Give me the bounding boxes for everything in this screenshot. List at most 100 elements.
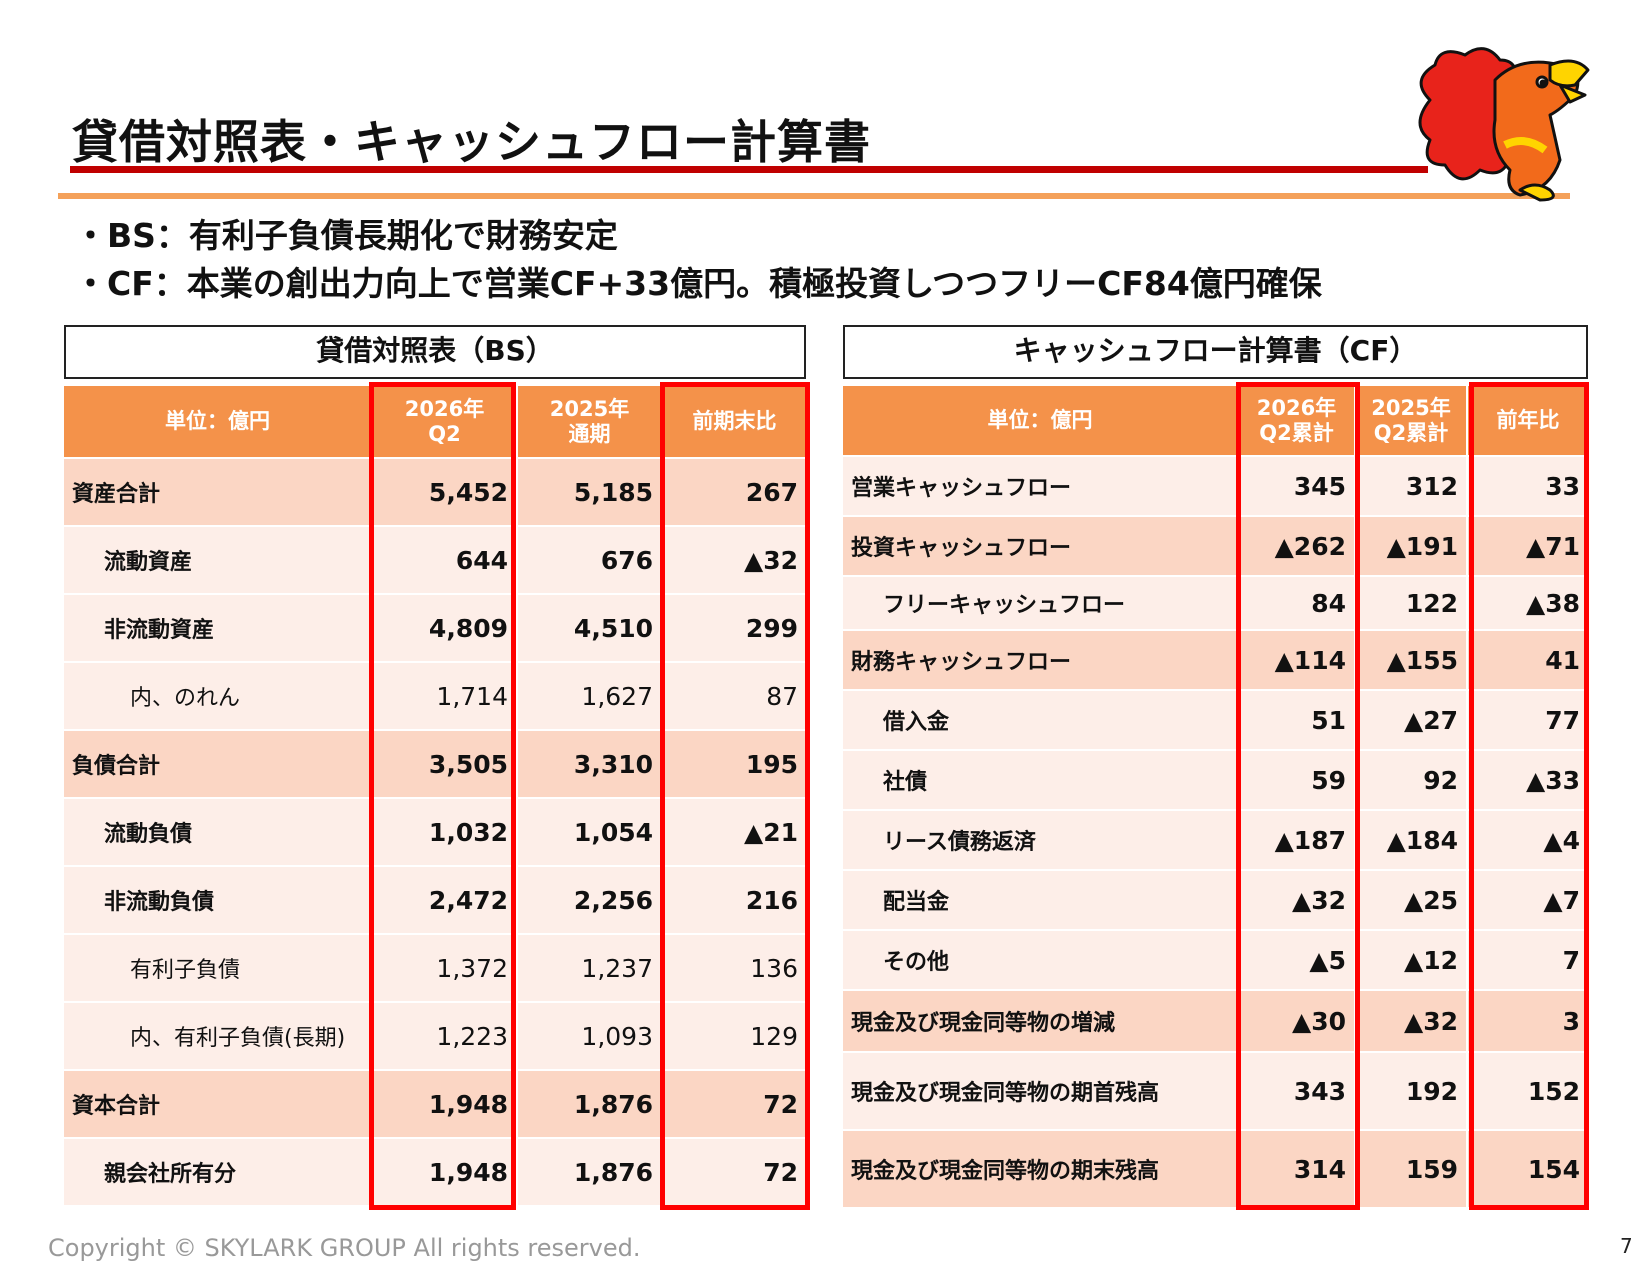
cf-value-change: 77: [1466, 690, 1588, 751]
cf-value-change: 7: [1466, 930, 1588, 991]
cf-value-prior: 122: [1354, 576, 1467, 631]
highlight-cf-yoy: [1469, 382, 1589, 1210]
cf-row-label: リース債務返済: [843, 810, 1238, 871]
cf-unit-label: 単位：億円: [843, 386, 1238, 457]
chicken-mascot-icon: [1418, 47, 1590, 202]
cf-value-current: 51: [1237, 690, 1355, 751]
cf-row: 社債 59 92 ▲33: [843, 750, 1588, 811]
title-underline-accent: [58, 193, 1570, 199]
cf-row: フリーキャッシュフロー 84 122 ▲38: [843, 576, 1588, 631]
cf-row-label: 配当金: [843, 870, 1238, 931]
bs-value-change: ▲32: [661, 526, 806, 595]
cf-value-change: ▲7: [1466, 870, 1588, 931]
bs-value-prior: 1,237: [516, 934, 662, 1003]
bs-row-label: 資産合計: [64, 458, 372, 527]
bs-value-change: 129: [661, 1002, 806, 1071]
bs-value-prior: 1,876: [516, 1070, 662, 1139]
cf-value-prior: 159: [1354, 1130, 1467, 1209]
cf-row-label: 現金及び現金同等物の期首残高: [843, 1052, 1238, 1131]
bs-value-prior: 3,310: [516, 730, 662, 799]
bs-value-change: 136: [661, 934, 806, 1003]
cf-row-label: その他: [843, 930, 1238, 991]
title-underline: [70, 166, 1428, 173]
cf-value-current: ▲262: [1237, 516, 1355, 577]
summary-bullets: ・BS：有利子負債長期化で財務安定 ・CF：本業の創出力向上で営業CF+33億円…: [74, 212, 1322, 308]
bs-value-change: 87: [661, 662, 806, 731]
highlight-bs-diff: [660, 382, 810, 1210]
cf-value-current: ▲5: [1237, 930, 1355, 991]
bs-row-label: 負債合計: [64, 730, 372, 799]
page-title: 貸借対照表・キャッシュフロー計算書: [72, 115, 871, 169]
cf-value-current: 345: [1237, 456, 1355, 517]
cf-value-prior: ▲27: [1354, 690, 1467, 751]
bs-value-current: 4,809: [371, 594, 517, 663]
bs-value-prior: 4,510: [516, 594, 662, 663]
cf-row: 現金及び現金同等物の期首残高 343 192 152: [843, 1052, 1588, 1131]
bs-value-prior: 676: [516, 526, 662, 595]
cf-value-prior: ▲191: [1354, 516, 1467, 577]
cf-row: 現金及び現金同等物の増減 ▲30 ▲32 3: [843, 990, 1588, 1053]
cf-row-label: 現金及び現金同等物の期末残高: [843, 1130, 1238, 1209]
bs-row-label: 有利子負債: [64, 934, 372, 1003]
cf-row: 現金及び現金同等物の期末残高 314 159 154: [843, 1130, 1588, 1209]
cf-value-change: ▲38: [1466, 576, 1588, 631]
cf-row: 投資キャッシュフロー ▲262 ▲191 ▲71: [843, 516, 1588, 577]
bullet-bs: ・BS：有利子負債長期化で財務安定: [74, 216, 618, 255]
bs-value-current: 1,948: [371, 1070, 517, 1139]
bs-value-prior: 1,876: [516, 1138, 662, 1207]
bs-row: 内、のれん 1,714 1,627 87: [64, 662, 806, 731]
copyright: Copyright © SKYLARK GROUP All rights res…: [48, 1234, 641, 1262]
highlight-bs-2026q2: [369, 382, 516, 1210]
cf-row-label: 投資キャッシュフロー: [843, 516, 1238, 577]
cf-value-current: 84: [1237, 576, 1355, 631]
bs-value-current: 1,032: [371, 798, 517, 867]
cf-row-label: 社債: [843, 750, 1238, 811]
cf-value-current: 314: [1237, 1130, 1355, 1209]
bs-col-2026q2: 2026年 Q2: [371, 386, 517, 459]
bs-row: 流動負債 1,032 1,054 ▲21: [64, 798, 806, 867]
bs-row-label: 資本合計: [64, 1070, 372, 1139]
bs-value-prior: 1,627: [516, 662, 662, 731]
bs-row-label: 非流動資産: [64, 594, 372, 663]
bs-value-prior: 1,054: [516, 798, 662, 867]
bs-row: 親会社所有分 1,948 1,876 72: [64, 1138, 806, 1207]
page-number: 7: [1620, 1234, 1633, 1258]
bs-col-diff: 前期末比: [661, 386, 806, 459]
cf-value-prior: 312: [1354, 456, 1467, 517]
cf-row: 配当金 ▲32 ▲25 ▲7: [843, 870, 1588, 931]
bs-row: 非流動負債 2,472 2,256 216: [64, 866, 806, 935]
cf-col-2025q2: 2025年 Q2累計: [1354, 386, 1467, 457]
bs-row-label: 流動資産: [64, 526, 372, 595]
bs-value-change: ▲21: [661, 798, 806, 867]
cf-value-current: 343: [1237, 1052, 1355, 1131]
bullet-cf: ・CF：本業の創出力向上で営業CF+33億円。積極投資しつつフリーCF84億円確…: [74, 264, 1322, 303]
bs-row: 資本合計 1,948 1,876 72: [64, 1070, 806, 1139]
cf-value-current: ▲114: [1237, 630, 1355, 691]
cf-value-change: 41: [1466, 630, 1588, 691]
bs-row: 流動資産 644 676 ▲32: [64, 526, 806, 595]
bs-value-current: 644: [371, 526, 517, 595]
cf-value-current: ▲187: [1237, 810, 1355, 871]
cf-header-row: 単位：億円 2026年 Q2累計 2025年 Q2累計 前年比: [843, 386, 1588, 457]
cf-row-label: 営業キャッシュフロー: [843, 456, 1238, 517]
cf-row: 営業キャッシュフロー 345 312 33: [843, 456, 1588, 517]
cf-col-2026q2: 2026年 Q2累計: [1237, 386, 1355, 457]
bs-value-prior: 2,256: [516, 866, 662, 935]
cf-row: リース債務返済 ▲187 ▲184 ▲4: [843, 810, 1588, 871]
cf-row: その他 ▲5 ▲12 7: [843, 930, 1588, 991]
bs-value-change: 267: [661, 458, 806, 527]
bs-col-2025: 2025年 通期: [516, 386, 662, 459]
cf-value-change: ▲4: [1466, 810, 1588, 871]
cf-value-prior: 192: [1354, 1052, 1467, 1131]
cf-value-current: ▲32: [1237, 870, 1355, 931]
bs-row-label: 内、のれん: [64, 662, 372, 731]
bs-value-current: 1,714: [371, 662, 517, 731]
cf-value-prior: ▲184: [1354, 810, 1467, 871]
highlight-cf-2026q2: [1236, 382, 1360, 1210]
bs-row: 非流動資産 4,809 4,510 299: [64, 594, 806, 663]
cf-value-change: 154: [1466, 1130, 1588, 1209]
bs-value-prior: 5,185: [516, 458, 662, 527]
cf-row: 財務キャッシュフロー ▲114 ▲155 41: [843, 630, 1588, 691]
bs-value-current: 2,472: [371, 866, 517, 935]
bs-row-label: 非流動負債: [64, 866, 372, 935]
